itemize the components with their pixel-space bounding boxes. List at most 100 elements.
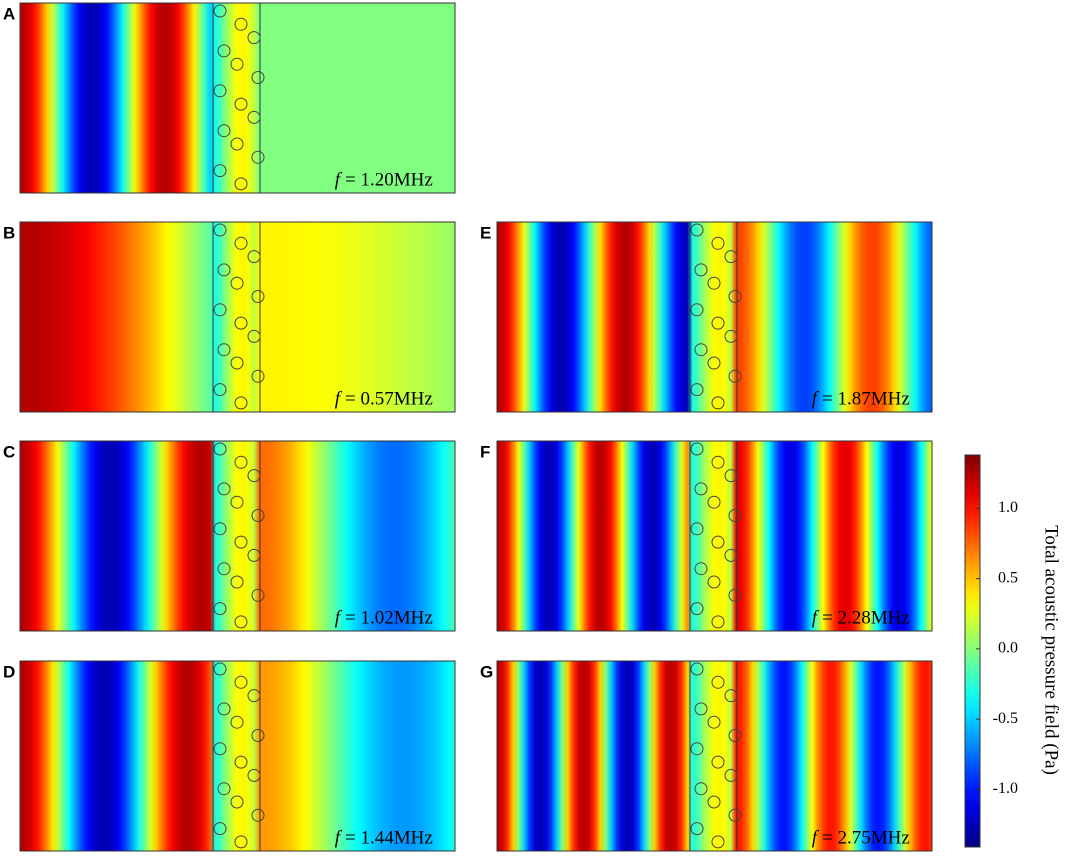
scatterer (711, 396, 725, 410)
scatterer (707, 795, 721, 809)
scatterer (213, 822, 227, 836)
freq-symbol: f (812, 388, 820, 409)
scatterer (690, 303, 704, 317)
panel-label: B (3, 223, 15, 242)
scatterer (230, 715, 244, 729)
scatterer (707, 356, 721, 370)
freq-symbol: f (335, 169, 343, 190)
freq-label: = 2.75MHz (822, 827, 910, 848)
scatterer (711, 675, 725, 689)
scatterer (217, 702, 231, 716)
scatterer (694, 702, 708, 716)
freq-symbol: f (335, 827, 343, 848)
scatterer (251, 290, 265, 303)
scatterer (217, 343, 231, 357)
scatterer (707, 495, 721, 509)
scatterer (728, 509, 742, 522)
scatterer (694, 263, 708, 277)
colorbar-tick-label: 0.0 (998, 640, 1018, 657)
scatterer (213, 303, 227, 317)
scatterer (707, 575, 721, 589)
freq-symbol: f (812, 827, 820, 848)
scatterer (690, 522, 704, 536)
freq-label: = 1.44MHz (345, 827, 433, 848)
scatterer (728, 729, 742, 742)
scatterer (690, 662, 704, 676)
scatterer (690, 822, 704, 836)
scatterer (251, 588, 265, 602)
scatterer (711, 236, 725, 250)
scatterer (247, 31, 261, 45)
scatterer-region (689, 221, 738, 413)
freq-label: = 1.87MHz (822, 388, 910, 409)
scatterer (724, 689, 738, 703)
scatterer (234, 177, 248, 191)
scatterer-region (212, 221, 261, 413)
scatterer (217, 482, 231, 496)
scatterer (728, 369, 742, 383)
scatterer (690, 383, 704, 397)
scatterer (230, 495, 244, 509)
colorbar-tick-label: 0.5 (998, 569, 1018, 586)
scatterer (213, 383, 227, 397)
scatterer (217, 562, 231, 576)
colorbar-tick-label: -0.5 (993, 710, 1018, 727)
scatterer (213, 4, 227, 18)
scatterer (213, 84, 227, 98)
scatterer (724, 469, 738, 483)
scatterer (234, 455, 248, 469)
scatterer (711, 535, 725, 549)
scatterer (251, 808, 265, 822)
scatterer (247, 469, 261, 483)
panel-label: D (3, 662, 15, 681)
scatterer (234, 396, 248, 410)
field-map (496, 221, 933, 413)
scatterer (724, 250, 738, 264)
scatterer (711, 835, 725, 849)
scatterer (694, 343, 708, 357)
scatterer (728, 290, 742, 303)
scatterer (230, 137, 244, 151)
scatterer (217, 263, 231, 277)
scatterer (213, 442, 227, 456)
field-map (19, 221, 456, 413)
scatterer (230, 795, 244, 809)
scatterer (234, 835, 248, 849)
colorbar (964, 454, 981, 848)
scatterer (234, 97, 248, 111)
scatterer (690, 223, 704, 237)
scatterer-region (212, 2, 261, 194)
scatterer (247, 548, 261, 562)
freq-symbol: f (335, 388, 343, 409)
colorbar-title: Total acoustic pressure field (Pa) (1041, 525, 1062, 775)
scatterer (694, 482, 708, 496)
scatterer (690, 442, 704, 456)
scatterer (213, 223, 227, 237)
scatterer (251, 150, 265, 164)
scatterer (251, 369, 265, 383)
panel-label: F (480, 442, 490, 461)
scatterer-region (212, 660, 261, 852)
scatterer (234, 675, 248, 689)
scatterer (724, 548, 738, 562)
panel-label: A (3, 4, 15, 23)
scatterer (217, 44, 231, 58)
scatterer (234, 17, 248, 31)
scatterer (690, 742, 704, 756)
scatterer (230, 575, 244, 589)
colorbar-tick-label: -1.0 (993, 780, 1018, 797)
panel-label: E (480, 223, 491, 242)
panel-label: G (480, 662, 493, 681)
scatterer (230, 57, 244, 71)
scatterer (724, 768, 738, 782)
scatterer (251, 509, 265, 522)
scatterer (213, 522, 227, 536)
scatterer (247, 689, 261, 703)
scatterer (247, 768, 261, 782)
scatterer (230, 356, 244, 370)
scatterer (694, 782, 708, 796)
scatterer (234, 316, 248, 330)
scatterer-region (689, 440, 738, 632)
scatterer (230, 276, 244, 290)
